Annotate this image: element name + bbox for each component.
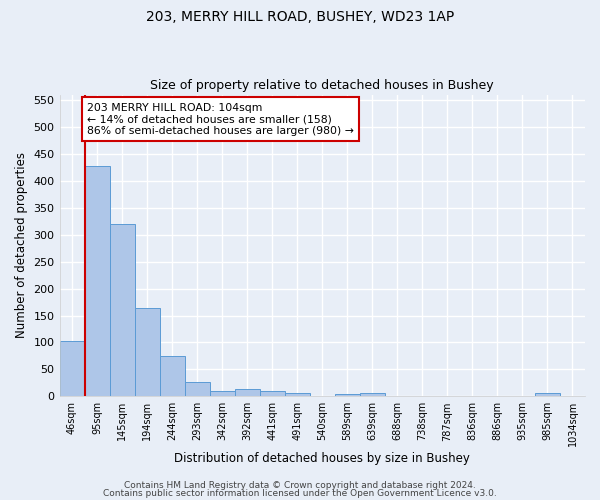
Bar: [260, 391, 285, 396]
Bar: [285, 393, 310, 396]
Bar: [59, 341, 85, 396]
Bar: [134, 308, 160, 396]
X-axis label: Distribution of detached houses by size in Bushey: Distribution of detached houses by size …: [175, 452, 470, 465]
Text: Contains public sector information licensed under the Open Government Licence v3: Contains public sector information licen…: [103, 488, 497, 498]
Text: Contains HM Land Registry data © Crown copyright and database right 2024.: Contains HM Land Registry data © Crown c…: [124, 481, 476, 490]
Bar: [535, 393, 560, 396]
Bar: [185, 382, 209, 396]
Title: Size of property relative to detached houses in Bushey: Size of property relative to detached ho…: [151, 79, 494, 92]
Y-axis label: Number of detached properties: Number of detached properties: [15, 152, 28, 338]
Bar: [235, 390, 260, 396]
Bar: [110, 224, 134, 396]
Bar: [335, 394, 360, 396]
Bar: [209, 391, 235, 396]
Text: 203 MERRY HILL ROAD: 104sqm
← 14% of detached houses are smaller (158)
86% of se: 203 MERRY HILL ROAD: 104sqm ← 14% of det…: [87, 102, 354, 136]
Text: 203, MERRY HILL ROAD, BUSHEY, WD23 1AP: 203, MERRY HILL ROAD, BUSHEY, WD23 1AP: [146, 10, 454, 24]
Bar: [85, 166, 110, 396]
Bar: [360, 393, 385, 396]
Bar: [160, 356, 185, 397]
